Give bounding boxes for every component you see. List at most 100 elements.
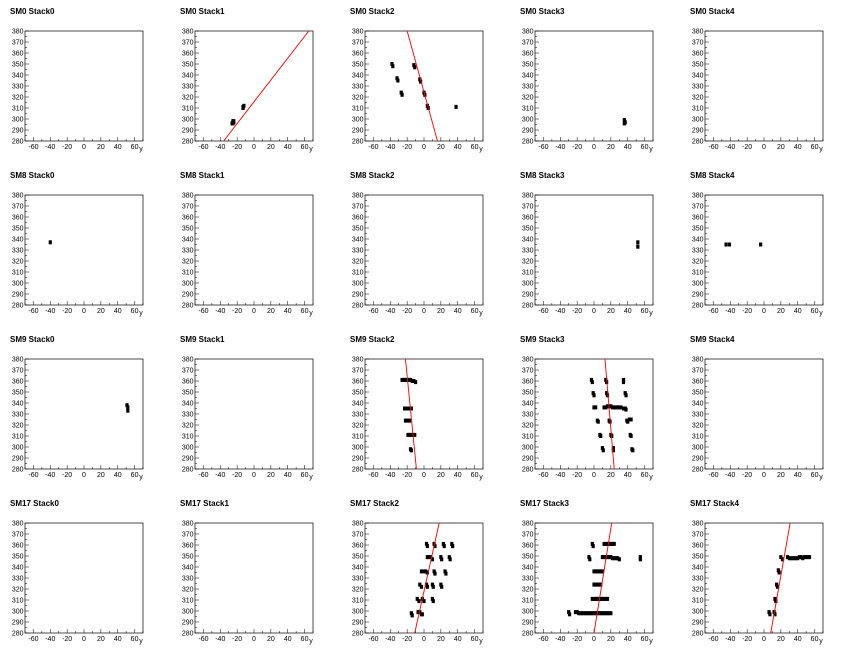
x-axis-label: y [649, 310, 653, 317]
y-tick-label: 350 [522, 61, 534, 68]
y-tick-label: 290 [182, 455, 194, 462]
x-tick-label: -40 [45, 144, 55, 151]
panel: SM9 Stack0 280 290 300 310 320 330 340 350 360 370… [10, 335, 144, 481]
hit-point [610, 556, 615, 561]
hit-point [396, 78, 400, 83]
x-tick-label: -60 [538, 144, 548, 151]
x-axis-label: y [309, 474, 313, 481]
hit-point [592, 611, 596, 616]
y-tick-label: 330 [692, 575, 704, 582]
y-tick-label: 310 [522, 597, 534, 604]
hit-point [407, 377, 411, 382]
x-tick-label: 40 [114, 472, 122, 479]
x-tick-label: 20 [267, 308, 275, 315]
hit-point [409, 611, 413, 616]
hit-point [786, 555, 790, 560]
x-tick-label: -20 [742, 144, 752, 151]
y-tick-label: 340 [522, 564, 534, 571]
x-tick-label: 20 [97, 472, 105, 479]
x-tick-label: 60 [811, 472, 819, 479]
y-tick-label: 360 [352, 214, 364, 221]
hit-point [600, 446, 605, 451]
y-tick-label: 370 [12, 531, 24, 538]
data-layer [125, 403, 130, 413]
x-tick-label: -40 [45, 636, 55, 643]
y-tick-label: 340 [692, 400, 704, 407]
y-tick-label: 340 [12, 564, 24, 571]
hit-point [580, 611, 584, 616]
y-tick-label: 340 [12, 72, 24, 79]
x-tick-label: -60 [708, 144, 718, 151]
hit-point [408, 432, 412, 437]
hit-point [614, 405, 618, 410]
y-tick-label: 350 [352, 553, 364, 560]
x-axis-label: y [819, 310, 823, 317]
y-tick-label: 350 [182, 553, 194, 560]
x-tick-label: 40 [284, 308, 292, 315]
hit-point [767, 610, 771, 615]
y-tick-label: 340 [182, 564, 194, 571]
hit-point [583, 611, 588, 616]
y-tick-label: 380 [12, 356, 24, 363]
y-tick-label: 370 [352, 203, 364, 210]
x-tick-label: -20 [62, 144, 72, 151]
x-tick-label: 0 [82, 472, 86, 479]
data-layer [724, 242, 763, 247]
x-tick-label: -40 [385, 144, 395, 151]
hit-point [727, 242, 732, 247]
y-tick-label: 370 [182, 367, 194, 374]
y-tick-label: 290 [692, 619, 704, 626]
x-axis-label: y [819, 146, 823, 153]
panel-title: SM9 Stack3 [520, 335, 565, 344]
y-tick-label: 380 [12, 520, 24, 527]
hit-point [417, 599, 421, 604]
hit-point [794, 556, 798, 561]
x-tick-label: 60 [301, 144, 309, 151]
x-tick-label: -20 [402, 636, 412, 643]
y-tick-label: 380 [692, 192, 704, 199]
hit-point [406, 406, 410, 411]
y-tick-label: 360 [352, 50, 364, 57]
hit-point [451, 544, 455, 549]
y-tick-label: 380 [182, 28, 194, 35]
plot-frame [24, 30, 144, 142]
x-tick-label: 20 [777, 144, 785, 151]
y-tick-label: 300 [352, 280, 364, 287]
hit-point [599, 569, 603, 574]
y-tick-label: 300 [352, 444, 364, 451]
hit-point [432, 569, 436, 574]
hit-point [403, 406, 407, 411]
hit-point [582, 611, 586, 616]
hit-point [594, 405, 598, 410]
y-tick-label: 370 [12, 367, 24, 374]
y-tick-label: 320 [352, 258, 364, 265]
hit-point [599, 611, 603, 616]
hit-point [605, 404, 610, 409]
hit-point [126, 408, 130, 413]
panel: SM9 Stack4 280 290 300 310 320 330 340 350 360 370… [690, 335, 824, 481]
panel-title: SM9 Stack0 [10, 335, 55, 344]
y-tick-label: 310 [182, 105, 194, 112]
x-tick-label: 20 [267, 144, 275, 151]
y-tick-label: 380 [522, 520, 534, 527]
y-tick-label: 320 [182, 586, 194, 593]
x-tick-label: -60 [28, 144, 38, 151]
y-tick-label: 350 [692, 553, 704, 560]
panel-title: SM17 Stack2 [350, 499, 399, 508]
x-tick-label: 0 [82, 636, 86, 643]
panel: SM0 Stack1 280 290 300 310 320 330 340 350 360 370… [180, 7, 314, 153]
hit-point [230, 121, 234, 126]
y-tick-label: 370 [692, 39, 704, 46]
x-tick-label: -40 [725, 308, 735, 315]
x-tick-label: -40 [45, 472, 55, 479]
hit-point [413, 380, 418, 385]
y-tick-label: 280 [12, 466, 24, 473]
hit-point [616, 405, 620, 410]
hit-point [796, 556, 800, 561]
y-tick-label: 350 [12, 61, 24, 68]
hit-point [596, 419, 600, 424]
data-layer [390, 31, 458, 141]
y-tick-label: 280 [522, 138, 534, 145]
x-tick-label: 0 [592, 472, 596, 479]
fit-line [770, 523, 791, 633]
